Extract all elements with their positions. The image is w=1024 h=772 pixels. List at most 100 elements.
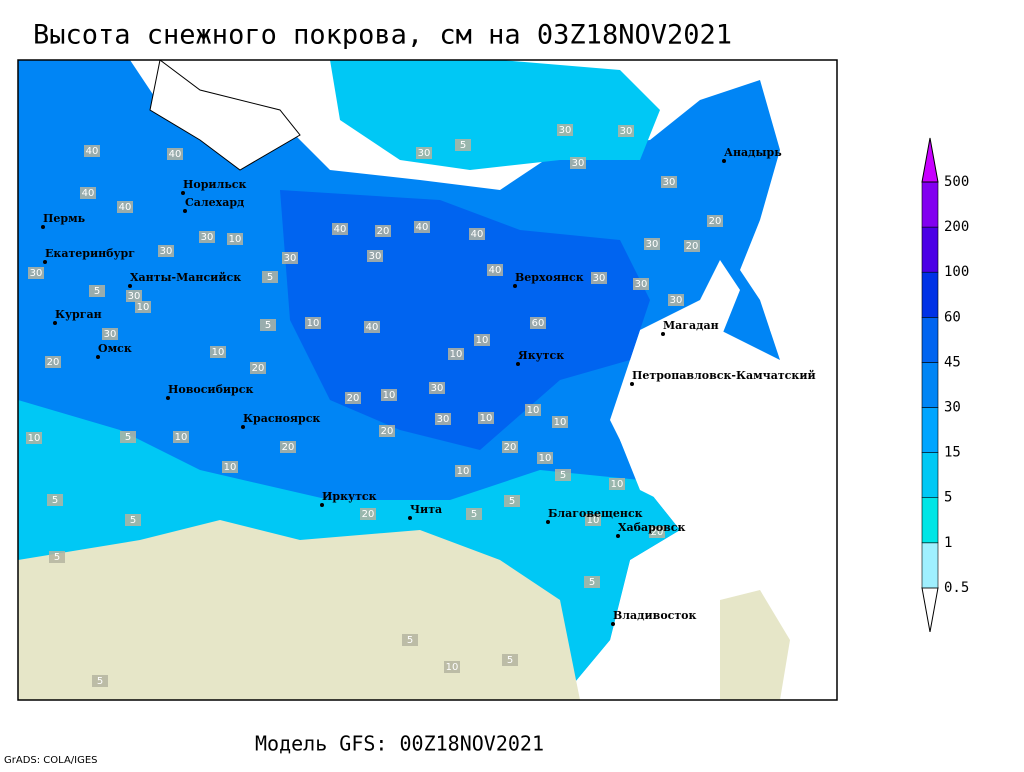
contour-label-box: [402, 634, 418, 646]
city-dot: [513, 284, 517, 288]
city-dot: [611, 622, 615, 626]
colorbar-bin: [921, 497, 939, 544]
contour-label-box: [644, 238, 660, 250]
contour-label: 30: [635, 279, 648, 290]
contour-label: 10: [450, 349, 463, 360]
contour-label: 40: [119, 202, 132, 213]
contour-label: 30: [663, 177, 676, 188]
contour-label: 30: [646, 239, 659, 250]
map-frame: [17, 59, 838, 701]
city-label: Владивосток: [613, 609, 697, 622]
credit: GrADS: COLA/IGES: [4, 755, 98, 766]
city-label: Ханты-Мансийск: [130, 271, 241, 284]
contour-label-box: [262, 271, 278, 283]
contour-label: 10: [229, 234, 242, 245]
contour-label-box: [89, 285, 105, 297]
contour-label-box: [557, 124, 573, 136]
contour-label: 5: [471, 509, 477, 520]
contour-label: 10: [446, 662, 459, 673]
city-dot: [181, 191, 185, 195]
contour-label: 10: [611, 479, 624, 490]
contour-label: 30: [284, 253, 297, 264]
contour-label-box: [282, 252, 298, 264]
city-label: Верхоянск: [515, 271, 584, 284]
contour-label: 20: [381, 426, 394, 437]
contour-label-box: [47, 494, 63, 506]
contour-label: 5: [130, 515, 136, 526]
contour-label-box: [416, 147, 432, 159]
contour-label: 30: [593, 273, 606, 284]
contour-label-box: [466, 508, 482, 520]
contour-label: 5: [589, 577, 595, 588]
contour-label: 20: [686, 241, 699, 252]
contour-label: 5: [125, 432, 131, 443]
contour-label: 40: [82, 188, 95, 199]
contour-label-box: [633, 278, 649, 290]
contour-label-box: [444, 661, 460, 673]
colorbar-bin: [921, 542, 939, 589]
contour-label: 10: [476, 335, 489, 346]
city-label: Якутск: [518, 349, 564, 362]
contour-label: 10: [175, 432, 188, 443]
colorbar-bin: [921, 226, 939, 273]
city-label: Анадырь: [724, 146, 782, 159]
contour-label-box: [474, 334, 490, 346]
city-label: Петропавловск-Камчатский: [632, 369, 816, 382]
city-label: Хабаровск: [618, 521, 685, 534]
contour-label-box: [158, 245, 174, 257]
colorbar-upper: [921, 137, 939, 183]
city-dot: [630, 382, 634, 386]
city-dot: [53, 321, 57, 325]
contour-label-box: [367, 250, 383, 262]
contour-label-box: [375, 225, 391, 237]
contour-label-box: [707, 215, 723, 227]
contour-label: 40: [334, 224, 347, 235]
contour-label-box: [502, 654, 518, 666]
contour-label-box: [504, 495, 520, 507]
city-label: Иркутск: [322, 490, 377, 503]
contour-label-box: [92, 675, 108, 687]
contour-label-box: [102, 328, 118, 340]
contour-label: 5: [509, 496, 515, 507]
city-dot: [408, 516, 412, 520]
colorbar-label: 0.5: [944, 580, 969, 596]
contour-label-box: [487, 264, 503, 276]
contour-label: 40: [169, 149, 182, 160]
contour-label: 30: [160, 246, 173, 257]
contour-label: 40: [86, 146, 99, 157]
contour-label: 60: [532, 318, 545, 329]
contour-label-box: [381, 389, 397, 401]
arctic-ice: [330, 60, 660, 170]
contour-label: 10: [587, 515, 600, 526]
contour-label-box: [455, 139, 471, 151]
contour-label-box: [345, 392, 361, 404]
contour-label-box: [649, 526, 665, 538]
city-dot: [320, 503, 324, 507]
contour-label-box: [210, 346, 226, 358]
colorbar-label: 60: [944, 309, 961, 325]
map-area: [18, 60, 837, 700]
contour-label: 20: [709, 216, 722, 227]
contour-label-box: [332, 223, 348, 235]
colorbar-bin: [921, 362, 939, 408]
colorbar-label: 500: [944, 174, 969, 190]
contour-label: 5: [94, 286, 100, 297]
city-label: Благовещенск: [548, 507, 643, 520]
contour-label-box: [28, 267, 44, 279]
contour-label: 30: [572, 158, 585, 169]
contour-label-box: [167, 148, 183, 160]
contour-label-box: [227, 233, 243, 245]
city-dot: [546, 520, 550, 524]
contour-label-box: [502, 441, 518, 453]
contour-label-box: [525, 404, 541, 416]
city-dot: [183, 209, 187, 213]
city-dot: [166, 396, 170, 400]
colorbar-bin: [921, 407, 939, 453]
contour-label-box: [668, 294, 684, 306]
contour-label: 10: [137, 302, 150, 313]
colorbar-lower: [921, 587, 939, 632]
contour-label: 30: [30, 268, 43, 279]
contour-label: 10: [527, 405, 540, 416]
contour-label: 30: [437, 414, 450, 425]
contour-label-box: [364, 321, 380, 333]
